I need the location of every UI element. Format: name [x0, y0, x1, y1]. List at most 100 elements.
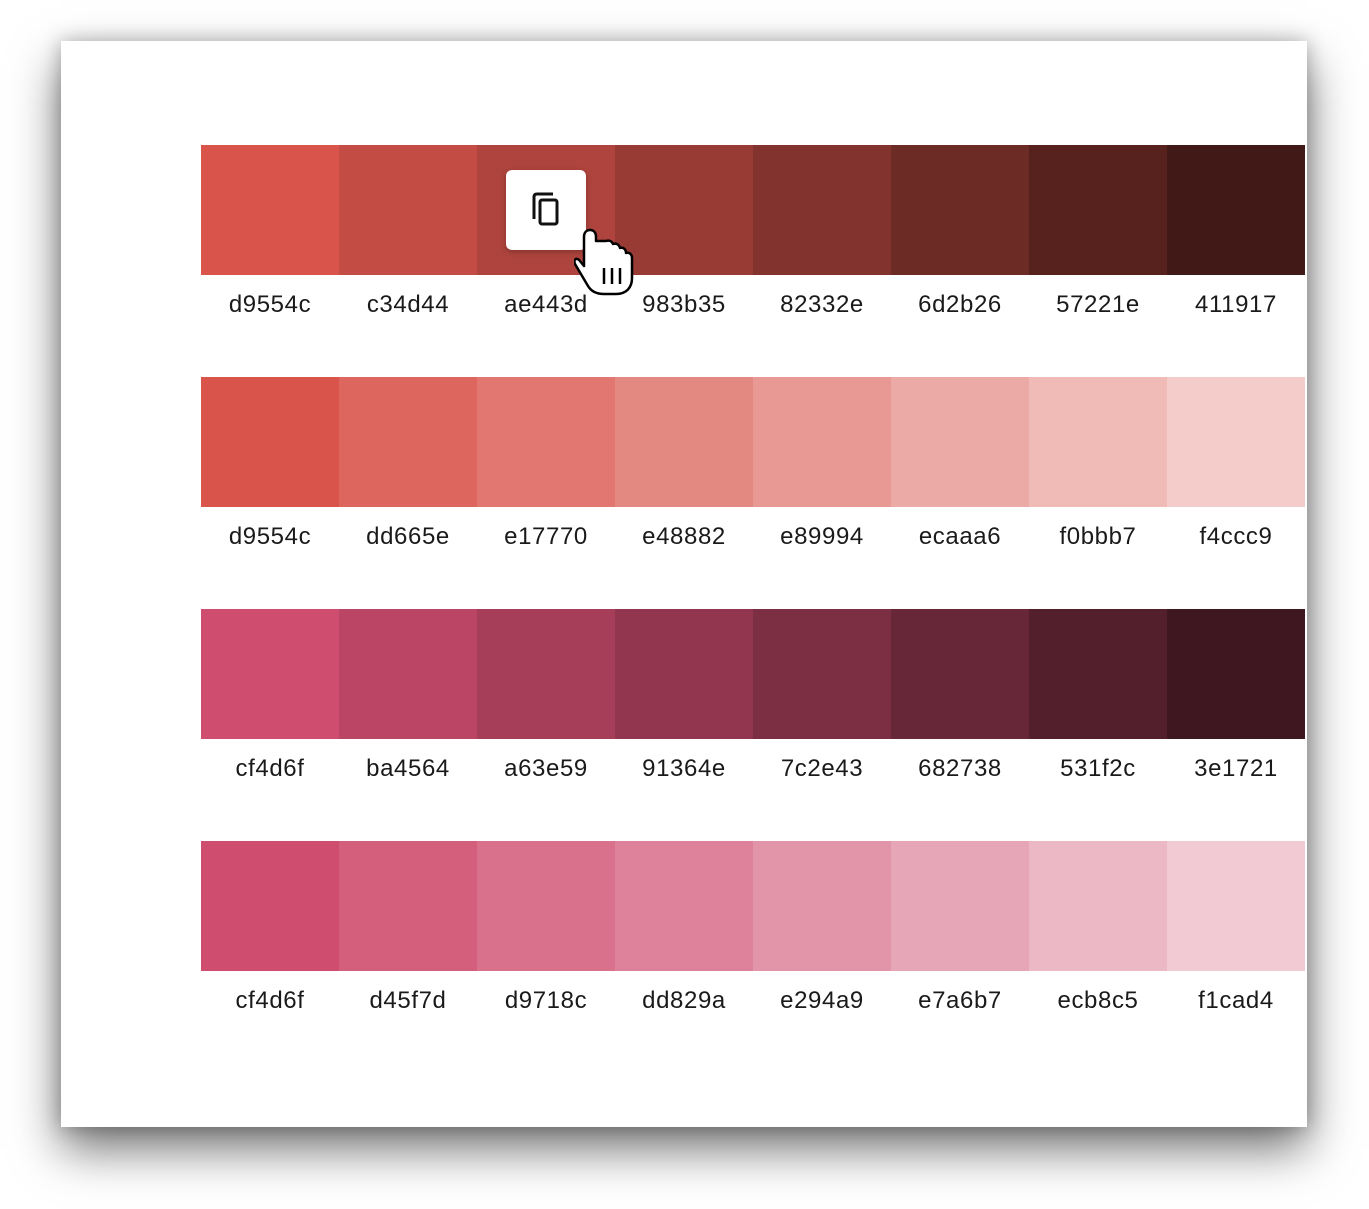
- swatch-hex-label: d9554c: [228, 291, 312, 318]
- color-swatch[interactable]: 411917: [1167, 145, 1305, 325]
- swatch-color-block[interactable]: [339, 609, 477, 739]
- swatch-hex-label: e17770: [504, 523, 588, 550]
- swatch-hex-label: ecaaa6: [918, 523, 1002, 550]
- swatch-color-block[interactable]: [615, 609, 753, 739]
- color-swatch[interactable]: ba4564: [339, 609, 477, 789]
- swatch-hex-label: 983b35: [642, 291, 726, 318]
- swatch-hex-label: a63e59: [504, 755, 588, 782]
- color-swatch[interactable]: f0bbb7: [1029, 377, 1167, 557]
- swatch-color-block[interactable]: [1029, 841, 1167, 971]
- color-swatch[interactable]: 7c2e43: [753, 609, 891, 789]
- swatch-hex-label: e89994: [780, 523, 864, 550]
- color-swatch[interactable]: d9554c: [201, 145, 339, 325]
- copy-button[interactable]: [506, 170, 586, 250]
- color-swatch[interactable]: 531f2c: [1029, 609, 1167, 789]
- palette-row: cf4d6f ba4564 a63e59 91364e 7c2e43 682738 531f…: [201, 609, 1307, 789]
- color-swatch[interactable]: dd829a: [615, 841, 753, 1021]
- swatch-color-block[interactable]: [1167, 609, 1305, 739]
- swatch-color-block[interactable]: [1167, 841, 1305, 971]
- swatch-color-block[interactable]: [201, 377, 339, 507]
- swatch-color-block[interactable]: [339, 145, 477, 275]
- swatch-color-block[interactable]: [753, 377, 891, 507]
- swatch-color-block[interactable]: [891, 841, 1029, 971]
- copy-icon: [532, 192, 559, 226]
- color-swatch[interactable]: ecaaa6: [891, 377, 1029, 557]
- swatch-color-block[interactable]: [477, 609, 615, 739]
- color-swatch[interactable]: 682738: [891, 609, 1029, 789]
- swatch-color-block[interactable]: [477, 841, 615, 971]
- swatch-color-block[interactable]: [477, 145, 615, 275]
- color-swatch[interactable]: f4ccc9: [1167, 377, 1305, 557]
- swatch-color-block[interactable]: [477, 377, 615, 507]
- swatch-hex-label: 82332e: [780, 291, 864, 318]
- color-swatch[interactable]: d9718c: [477, 841, 615, 1021]
- swatch-color-block[interactable]: [1029, 145, 1167, 275]
- color-swatch[interactable]: 983b35: [615, 145, 753, 325]
- color-swatch[interactable]: cf4d6f: [201, 609, 339, 789]
- swatch-hex-label: 411917: [1195, 291, 1277, 318]
- swatch-hex-label: 6d2b26: [918, 291, 1002, 318]
- swatch-hex-label: 91364e: [642, 755, 726, 782]
- color-swatch[interactable]: dd665e: [339, 377, 477, 557]
- swatch-color-block[interactable]: [201, 841, 339, 971]
- color-swatch[interactable]: e17770: [477, 377, 615, 557]
- color-swatch[interactable]: 57221e: [1029, 145, 1167, 325]
- swatch-hex-label: ecb8c5: [1057, 987, 1139, 1014]
- color-swatch[interactable]: d45f7d: [339, 841, 477, 1021]
- swatch-hex-label: e48882: [642, 523, 726, 550]
- color-swatch[interactable]: f1cad4: [1167, 841, 1305, 1021]
- swatch-color-block[interactable]: [615, 841, 753, 971]
- color-swatch[interactable]: e48882: [615, 377, 753, 557]
- swatch-color-block[interactable]: [615, 377, 753, 507]
- color-swatch[interactable]: 91364e: [615, 609, 753, 789]
- swatch-hex-label: ae443d: [504, 291, 588, 318]
- swatch-hex-label: cf4d6f: [235, 755, 305, 782]
- color-swatch[interactable]: d9554c: [201, 377, 339, 557]
- swatch-color-block[interactable]: [615, 145, 753, 275]
- palette-row: d9554c c34d44 ae443d 983b35 82332e 6d2b26 5722…: [201, 145, 1307, 325]
- swatch-color-block[interactable]: [1167, 145, 1305, 275]
- color-swatch[interactable]: 82332e: [753, 145, 891, 325]
- color-swatch[interactable]: e89994: [753, 377, 891, 557]
- palette-window: d9554c c34d44 ae443d 983b35 82332e 6d2b26 5722…: [61, 41, 1307, 1127]
- swatch-color-block[interactable]: [339, 377, 477, 507]
- swatch-hex-label: dd665e: [366, 523, 450, 550]
- color-swatch[interactable]: c34d44: [339, 145, 477, 325]
- color-swatch[interactable]: 3e1721: [1167, 609, 1305, 789]
- color-swatch[interactable]: a63e59: [477, 609, 615, 789]
- swatch-color-block[interactable]: [753, 841, 891, 971]
- color-swatch[interactable]: ae443d: [477, 145, 615, 325]
- palette-row: d9554c dd665e e17770 e48882 e89994 ecaaa6 f0bb…: [201, 377, 1307, 557]
- swatch-hex-label: ba4564: [366, 755, 450, 782]
- color-swatch[interactable]: ecb8c5: [1029, 841, 1167, 1021]
- swatch-color-block[interactable]: [891, 609, 1029, 739]
- swatch-hex-label: e294a9: [780, 987, 864, 1014]
- color-swatch[interactable]: 6d2b26: [891, 145, 1029, 325]
- swatch-hex-label: dd829a: [642, 987, 726, 1014]
- swatch-hex-label: f4ccc9: [1199, 523, 1273, 550]
- swatch-color-block[interactable]: [1167, 377, 1305, 507]
- color-swatch[interactable]: cf4d6f: [201, 841, 339, 1021]
- swatch-hex-label: 3e1721: [1194, 755, 1278, 782]
- swatch-hex-label: d45f7d: [369, 987, 447, 1014]
- swatch-color-block[interactable]: [201, 609, 339, 739]
- swatch-hex-label: f1cad4: [1198, 987, 1274, 1014]
- color-swatch[interactable]: e7a6b7: [891, 841, 1029, 1021]
- swatch-hex-label: d9554c: [228, 523, 312, 550]
- swatch-hex-label: 57221e: [1056, 291, 1140, 318]
- color-swatch[interactable]: e294a9: [753, 841, 891, 1021]
- swatch-hex-label: 682738: [918, 755, 1002, 782]
- swatch-color-block[interactable]: [891, 145, 1029, 275]
- swatch-color-block[interactable]: [753, 145, 891, 275]
- swatch-color-block[interactable]: [1029, 609, 1167, 739]
- swatch-color-block[interactable]: [1029, 377, 1167, 507]
- swatch-hex-label: e7a6b7: [918, 987, 1002, 1014]
- swatch-color-block[interactable]: [201, 145, 339, 275]
- swatch-color-block[interactable]: [339, 841, 477, 971]
- swatch-hex-label: 7c2e43: [780, 755, 864, 782]
- swatch-hex-label: c34d44: [366, 291, 450, 318]
- swatch-color-block[interactable]: [891, 377, 1029, 507]
- palette-row: cf4d6f d45f7d d9718c dd829a e294a9 e7a6b7 ecb8…: [201, 841, 1307, 1021]
- swatch-hex-label: cf4d6f: [235, 987, 305, 1014]
- swatch-color-block[interactable]: [753, 609, 891, 739]
